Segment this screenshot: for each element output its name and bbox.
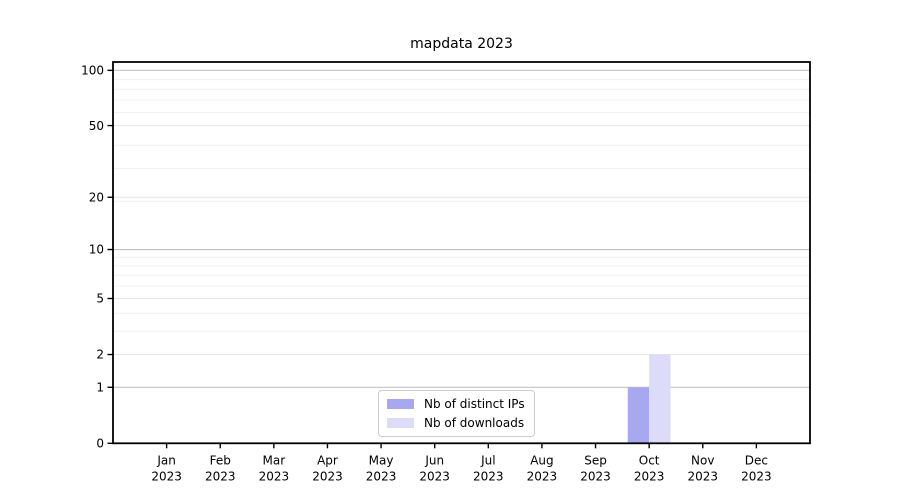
legend-swatch-distinct-ips-icon bbox=[387, 399, 414, 409]
x-tick-label-year: 2023 bbox=[419, 469, 450, 483]
legend-label-downloads: Nb of downloads bbox=[424, 416, 525, 430]
legend: Nb of distinct IPs Nb of downloads bbox=[378, 390, 535, 437]
y-gridlines-labeled bbox=[113, 125, 810, 356]
bar-downloads bbox=[649, 354, 671, 444]
y-tick-label: 10 bbox=[89, 243, 104, 257]
x-tick-label-month: Jul bbox=[480, 453, 495, 467]
x-tick-label-month: Feb bbox=[210, 453, 231, 467]
x-tick-label-year: 2023 bbox=[259, 469, 290, 483]
y-tick-label: 0 bbox=[96, 437, 104, 451]
x-tick-label-year: 2023 bbox=[527, 469, 558, 483]
y-tick-label: 20 bbox=[89, 190, 104, 204]
y-tick-label: 5 bbox=[96, 292, 104, 306]
x-tick-label-month: Nov bbox=[691, 453, 714, 467]
plot-border bbox=[112, 61, 811, 445]
y-gridlines-major bbox=[113, 69, 810, 388]
x-tick-label-month: Dec bbox=[745, 453, 768, 467]
x-tick-label-month: Aug bbox=[530, 453, 553, 467]
x-tick-label-year: 2023 bbox=[151, 469, 182, 483]
x-tick-label-year: 2023 bbox=[634, 469, 665, 483]
x-axis: Jan 2023 Feb 2023 Mar 2023 Apr 2023 May 2023 Jun 20… bbox=[151, 443, 772, 483]
legend-entry-downloads: Nb of downloads bbox=[387, 416, 525, 430]
x-tick-label-month: May bbox=[369, 453, 394, 467]
x-tick-label-month: Jun bbox=[424, 453, 444, 467]
legend-entry-distinct-ips: Nb of distinct IPs bbox=[387, 397, 525, 411]
legend-swatch-downloads-icon bbox=[387, 418, 414, 428]
x-tick-label-month: Sep bbox=[584, 453, 607, 467]
y-tick-label: 2 bbox=[96, 348, 104, 362]
x-tick-label-year: 2023 bbox=[312, 469, 343, 483]
legend-label-distinct-ips: Nb of distinct IPs bbox=[424, 397, 525, 411]
x-tick-label-month: Jan bbox=[156, 453, 176, 467]
x-tick-label-year: 2023 bbox=[687, 469, 718, 483]
chart-title: mapdata 2023 bbox=[410, 36, 513, 52]
y-gridlines-minor bbox=[113, 79, 810, 332]
x-tick-label-month: Oct bbox=[639, 453, 660, 467]
x-tick-label-year: 2023 bbox=[580, 469, 611, 483]
bar-distinct-ips bbox=[627, 387, 650, 444]
x-tick-label-year: 2023 bbox=[366, 469, 397, 483]
x-tick-label-month: Mar bbox=[263, 453, 286, 467]
x-tick-label-year: 2023 bbox=[741, 469, 772, 483]
y-tick-label: 100 bbox=[81, 64, 104, 78]
x-tick-label-month: Apr bbox=[317, 453, 338, 467]
y-axis: 0 1 2 5 10 20 50 100 bbox=[81, 64, 113, 451]
x-tick-label-year: 2023 bbox=[205, 469, 236, 483]
x-tick-label-year: 2023 bbox=[473, 469, 504, 483]
y-tick-label: 1 bbox=[96, 380, 104, 394]
bars bbox=[627, 354, 671, 444]
y-tick-label: 50 bbox=[89, 119, 104, 133]
